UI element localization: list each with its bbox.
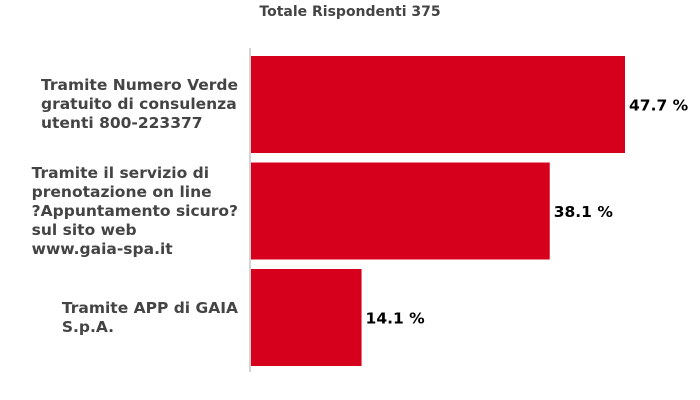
data-label: 47.7 % — [629, 97, 689, 115]
bar — [251, 269, 362, 366]
category-label: Tramite Numero Verde gratuito di consule… — [40, 76, 238, 132]
data-label: 14.1 % — [366, 310, 426, 328]
data-label: 38.1 % — [554, 203, 614, 221]
category-label: Tramite il servizio di prenotazione on l… — [31, 163, 238, 258]
chart-title: Totale Rispondenti 375 — [259, 4, 441, 20]
category-label: Tramite APP di GAIA S.p.A. — [61, 298, 238, 336]
bar — [251, 162, 550, 260]
bar — [251, 56, 625, 153]
